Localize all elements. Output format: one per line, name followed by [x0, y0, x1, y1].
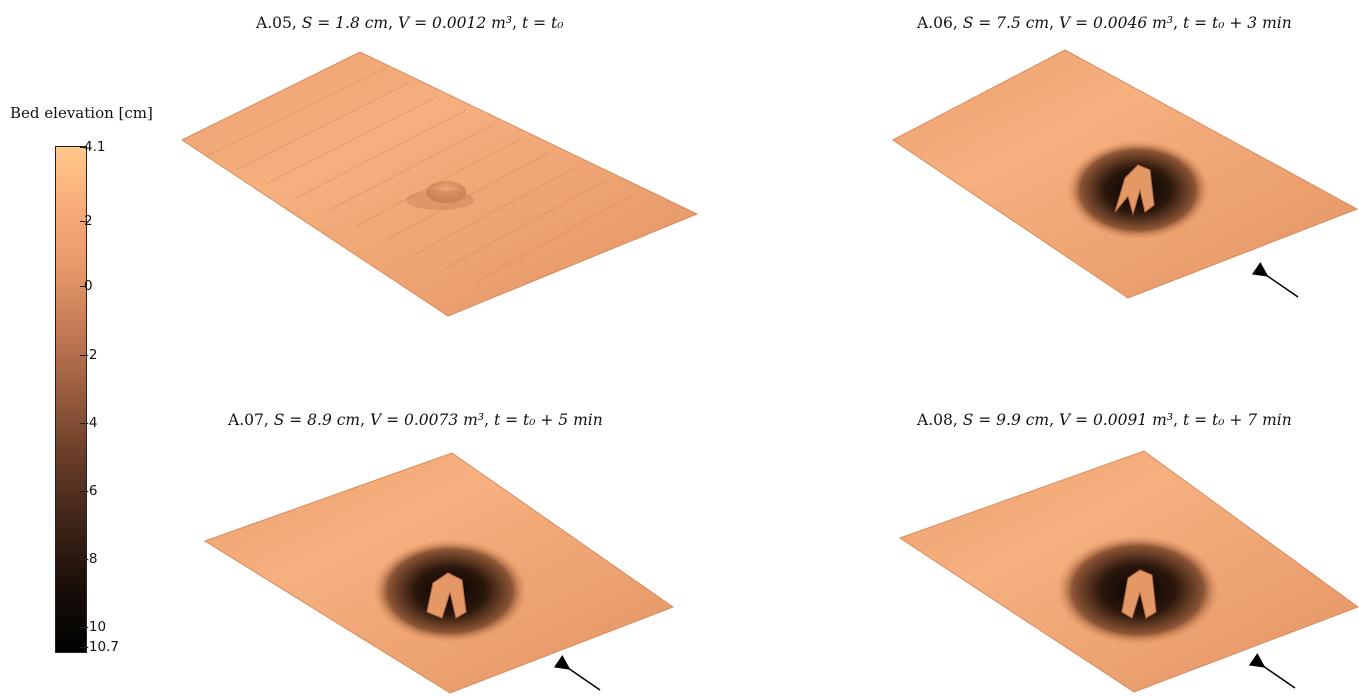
pier [1121, 569, 1157, 619]
colorbar-tick: 0 [80, 278, 93, 294]
panel-id: A.05 [256, 14, 292, 32]
colorbar-tick: 4.1 [79, 139, 106, 155]
panel-title-a07: A.07, S = 8.9 cm, V = 0.0073 m³, t = t₀ … [228, 411, 603, 429]
colorbar-tick: -2 [79, 347, 98, 363]
scour-depth-label: S = 8.9 cm [273, 411, 361, 429]
panel-id: A.08 [917, 411, 953, 429]
scour-depth-label: S = 1.8 cm [301, 14, 389, 32]
pier-mound [426, 181, 466, 203]
colorbar-tick: 2 [80, 213, 93, 229]
volume-label: V = 0.0091 m³ [1058, 411, 1174, 429]
volume-label: V = 0.0046 m³ [1058, 14, 1174, 32]
panel-id: A.06 [917, 14, 953, 32]
time-label: t = t₀ [521, 14, 564, 32]
scour-depth-label: S = 7.5 cm [962, 14, 1050, 32]
time-label: t = t₀ + 7 min [1182, 411, 1292, 429]
panel-title-a06: A.06, S = 7.5 cm, V = 0.0046 m³, t = t₀ … [917, 14, 1292, 32]
flow-arrow [1251, 262, 1299, 298]
pier [1114, 164, 1155, 216]
surface-a07 [203, 452, 675, 694]
panel-title-a05: A.05, S = 1.8 cm, V = 0.0012 m³, t = t₀ [256, 14, 564, 32]
surface-a05 [180, 51, 699, 317]
colorbar-tick: -8 [79, 551, 98, 567]
colorbar-title: Bed elevation [cm] [10, 104, 153, 122]
colorbar-tick: -10 [79, 619, 107, 635]
colorbar-tick: -4 [79, 415, 98, 431]
surface-a06 [892, 49, 1359, 299]
colorbar [55, 146, 87, 653]
colorbar-tick: -10.7 [80, 639, 119, 655]
volume-label: V = 0.0012 m³ [397, 14, 513, 32]
time-label: t = t₀ + 5 min [493, 411, 603, 429]
flow-arrow [553, 655, 601, 691]
panel-title-a08: A.08, S = 9.9 cm, V = 0.0091 m³, t = t₀ … [917, 411, 1292, 429]
scour-depth-label: S = 9.9 cm [962, 411, 1050, 429]
volume-label: V = 0.0073 m³ [369, 411, 485, 429]
surface-a08 [898, 450, 1359, 693]
panel-id: A.07 [228, 411, 264, 429]
time-label: t = t₀ + 3 min [1182, 14, 1292, 32]
pier [426, 572, 467, 619]
flow-arrow [1248, 653, 1296, 689]
colorbar-tick: -6 [79, 483, 98, 499]
